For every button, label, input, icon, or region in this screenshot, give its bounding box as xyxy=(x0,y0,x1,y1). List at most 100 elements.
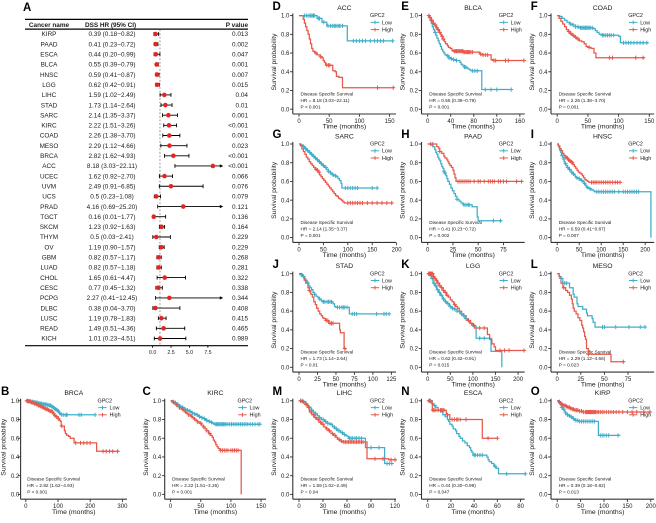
svg-text:0.121: 0.121 xyxy=(232,204,248,211)
svg-text:0.4: 0.4 xyxy=(410,455,419,461)
svg-text:PAAD: PAAD xyxy=(41,41,58,48)
svg-text:Disease Specific Survival: Disease Specific Survival xyxy=(301,477,354,482)
svg-text:A: A xyxy=(23,2,31,14)
svg-text:1.0: 1.0 xyxy=(410,272,419,278)
svg-text:50: 50 xyxy=(320,247,327,253)
svg-text:1.73 (1.14−2.64): 1.73 (1.14−2.64) xyxy=(88,102,135,109)
svg-text:P = 0.007: P = 0.007 xyxy=(559,233,580,238)
svg-text:TGCT: TGCT xyxy=(40,214,57,221)
svg-text:Time (months): Time (months) xyxy=(581,509,625,516)
svg-text:2.29 (1.12−4.66): 2.29 (1.12−4.66) xyxy=(88,143,135,150)
svg-text:Low: Low xyxy=(110,406,120,412)
svg-text:0.0: 0.0 xyxy=(281,107,290,113)
svg-text:0.268: 0.268 xyxy=(232,255,248,262)
svg-text:200: 200 xyxy=(646,504,656,510)
svg-text:1.0: 1.0 xyxy=(410,142,419,148)
svg-text:Disease Specific Survival: Disease Specific Survival xyxy=(301,350,354,355)
svg-text:Time (months): Time (months) xyxy=(451,124,495,131)
svg-text:LUAD: LUAD xyxy=(40,265,57,272)
svg-text:Disease Specific Survival: Disease Specific Survival xyxy=(559,220,612,225)
svg-text:0.0: 0.0 xyxy=(410,365,419,371)
svg-text:1.0: 1.0 xyxy=(281,272,290,278)
svg-text:HR = 1.59 (1.02−2.49): HR = 1.59 (1.02−2.49) xyxy=(301,483,348,488)
svg-text:KIRC: KIRC xyxy=(207,390,223,397)
svg-text:0.8: 0.8 xyxy=(153,418,162,424)
svg-text:125: 125 xyxy=(386,377,397,383)
svg-text:GPC2: GPC2 xyxy=(499,398,514,404)
svg-text:ESCA: ESCA xyxy=(464,390,483,397)
svg-text:N: N xyxy=(401,386,409,398)
svg-text:OV: OV xyxy=(44,244,54,251)
svg-text:Time (months): Time (months) xyxy=(581,124,625,131)
svg-text:200: 200 xyxy=(85,504,96,510)
svg-text:50: 50 xyxy=(447,377,454,383)
svg-text:Time (months): Time (months) xyxy=(52,509,96,516)
svg-text:Survival probability: Survival probability xyxy=(529,161,536,219)
svg-text:75: 75 xyxy=(351,377,358,383)
svg-text:C: C xyxy=(143,386,151,398)
svg-text:100: 100 xyxy=(343,247,354,253)
svg-text:0.0: 0.0 xyxy=(153,493,162,499)
svg-text:Low: Low xyxy=(250,406,260,412)
svg-text:0.2: 0.2 xyxy=(281,474,290,480)
svg-text:HR = 0.44 (0.20−0.99): HR = 0.44 (0.20−0.99) xyxy=(429,483,476,488)
svg-text:PRAD: PRAD xyxy=(40,204,58,211)
svg-text:HR = 8.18 (3.03−22.11): HR = 8.18 (3.03−22.11) xyxy=(301,98,350,103)
svg-text:0.229: 0.229 xyxy=(232,244,248,251)
svg-text:25: 25 xyxy=(450,247,457,253)
svg-text:Time (months): Time (months) xyxy=(581,252,625,259)
svg-text:300: 300 xyxy=(117,504,128,510)
svg-text:1.0: 1.0 xyxy=(11,399,20,405)
svg-text:HR = 2.26 (1.38−3.70): HR = 2.26 (1.38−3.70) xyxy=(559,98,606,103)
svg-text:2.27 (0.41−12.45): 2.27 (0.41−12.45) xyxy=(87,295,138,302)
svg-text:KIRC: KIRC xyxy=(41,123,57,130)
svg-text:0.0: 0.0 xyxy=(539,365,548,371)
svg-text:GPC2: GPC2 xyxy=(628,271,643,277)
svg-text:1.0: 1.0 xyxy=(539,272,548,278)
svg-text:0.2: 0.2 xyxy=(410,89,419,95)
svg-text:0.079: 0.079 xyxy=(232,194,248,201)
svg-text:0: 0 xyxy=(426,377,430,383)
svg-text:E: E xyxy=(401,1,409,13)
svg-text:0.6: 0.6 xyxy=(410,180,419,186)
svg-text:J: J xyxy=(273,259,279,271)
svg-text:0.164: 0.164 xyxy=(232,224,248,231)
svg-text:Disease Specific Survival: Disease Specific Survival xyxy=(301,92,354,97)
svg-text:0.77 (0.45−1.32): 0.77 (0.45−1.32) xyxy=(88,285,135,292)
svg-text:7.5: 7.5 xyxy=(204,350,211,356)
svg-text:0.2: 0.2 xyxy=(410,217,419,223)
svg-text:0.5 (0.03−2.41): 0.5 (0.03−2.41) xyxy=(90,234,134,241)
svg-text:0: 0 xyxy=(297,247,301,253)
svg-text:0.8: 0.8 xyxy=(281,291,290,297)
svg-text:High: High xyxy=(382,286,393,292)
svg-text:High: High xyxy=(511,286,522,292)
svg-text:HR = 2.29 (1.12−4.66): HR = 2.29 (1.12−4.66) xyxy=(559,356,606,361)
svg-text:40: 40 xyxy=(447,119,454,125)
svg-text:0.322: 0.322 xyxy=(232,275,248,282)
svg-text:0.8: 0.8 xyxy=(539,32,548,38)
svg-text:UCEC: UCEC xyxy=(40,173,58,180)
svg-text:0.6: 0.6 xyxy=(539,436,548,442)
svg-text:ACC: ACC xyxy=(42,163,56,170)
svg-text:30: 30 xyxy=(320,504,327,510)
svg-text:High: High xyxy=(640,156,651,162)
svg-text:150: 150 xyxy=(622,504,633,510)
svg-text:0.415: 0.415 xyxy=(232,315,248,322)
svg-text:GPC2: GPC2 xyxy=(370,142,385,148)
svg-text:MESO: MESO xyxy=(40,143,59,150)
svg-text:High: High xyxy=(640,28,651,34)
svg-text:O: O xyxy=(531,386,540,398)
svg-text:0.8: 0.8 xyxy=(539,291,548,297)
svg-text:UVM: UVM xyxy=(42,183,56,190)
svg-text:Disease Specific Survival: Disease Specific Survival xyxy=(429,350,482,355)
svg-text:Time (months): Time (months) xyxy=(323,509,367,516)
svg-text:P = 0.015: P = 0.015 xyxy=(429,363,450,368)
svg-text:100: 100 xyxy=(368,377,379,383)
svg-text:1.23 (0.92−1.63): 1.23 (0.92−1.63) xyxy=(88,224,135,231)
svg-text:0.2: 0.2 xyxy=(539,217,548,223)
svg-text:STAD: STAD xyxy=(41,102,58,109)
svg-text:0.16 (0.01−1.77): 0.16 (0.01−1.77) xyxy=(88,214,135,221)
svg-text:0.04: 0.04 xyxy=(236,92,249,99)
svg-text:0.2: 0.2 xyxy=(11,474,20,480)
svg-text:0.4: 0.4 xyxy=(539,455,548,461)
